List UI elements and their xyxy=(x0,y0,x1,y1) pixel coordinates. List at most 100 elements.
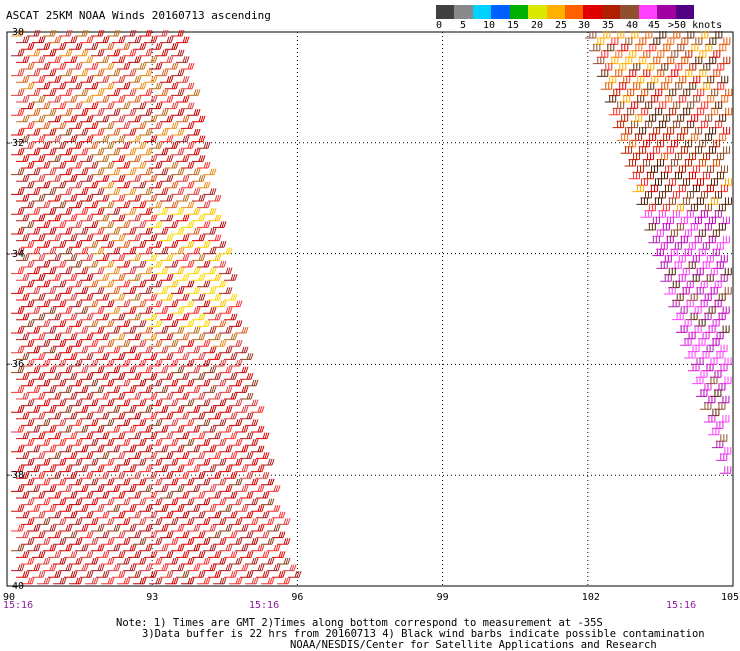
wind-barb xyxy=(96,214,110,222)
wind-barb xyxy=(660,274,672,282)
wind-barb xyxy=(117,320,131,327)
wind-barb xyxy=(107,109,121,116)
wind-barb xyxy=(213,221,227,228)
wind-barb xyxy=(149,161,163,169)
wind-barb xyxy=(75,386,89,393)
wind-barb xyxy=(11,465,25,473)
wind-barb xyxy=(670,171,683,180)
wind-barb xyxy=(37,43,51,50)
wind-barb xyxy=(678,287,690,295)
wind-barb xyxy=(69,518,83,525)
wind-barb xyxy=(652,50,665,58)
wind-barb xyxy=(59,227,73,235)
wind-barb xyxy=(107,188,121,195)
wind-barb xyxy=(678,107,691,116)
wind-barb xyxy=(128,56,142,63)
wind-barb xyxy=(696,280,708,289)
wind-barb xyxy=(96,412,110,420)
wind-barb xyxy=(187,346,201,354)
wind-barb xyxy=(664,287,676,295)
wind-barb xyxy=(187,544,201,552)
wind-barb xyxy=(53,557,67,565)
wind-barb xyxy=(245,379,259,387)
wind-barb xyxy=(21,419,35,426)
wind-barb xyxy=(203,267,217,275)
wind-barb xyxy=(91,168,105,176)
wind-barb xyxy=(187,168,201,176)
wind-barb xyxy=(208,472,222,479)
wind-barb xyxy=(165,122,179,129)
wind-barb xyxy=(48,95,62,103)
wind-barb xyxy=(123,425,137,433)
wind-barb xyxy=(261,518,275,525)
wind-barb xyxy=(32,194,46,202)
wind-barb xyxy=(668,280,680,289)
wind-barb xyxy=(192,155,206,162)
wind-barb xyxy=(32,313,46,321)
wind-barb xyxy=(686,203,698,212)
wind-barb xyxy=(702,344,714,353)
wind-barb xyxy=(240,511,254,519)
wind-barb xyxy=(21,201,35,209)
wind-barb xyxy=(123,287,137,294)
wind-barb xyxy=(704,325,716,333)
wind-barb xyxy=(59,544,73,552)
wind-barb xyxy=(123,247,137,255)
wind-barb xyxy=(91,148,105,156)
wind-barb xyxy=(21,538,35,545)
wind-barb xyxy=(117,439,131,446)
wind-barb xyxy=(662,146,675,154)
wind-barb xyxy=(85,478,99,486)
wind-barb xyxy=(213,577,227,585)
wind-barb xyxy=(133,399,147,407)
wind-barb xyxy=(283,564,297,572)
legend-tick-label: 40 xyxy=(626,20,639,31)
wind-barb xyxy=(704,306,716,314)
wind-barb xyxy=(674,75,687,84)
wind-barb xyxy=(213,399,227,407)
wind-barb xyxy=(53,359,67,367)
wind-barb xyxy=(181,518,195,525)
wind-barb xyxy=(235,366,249,374)
wind-barb xyxy=(85,300,99,308)
wind-barb xyxy=(27,524,41,532)
wind-barb xyxy=(176,491,190,499)
wind-barb xyxy=(64,293,78,301)
wind-barb xyxy=(80,313,94,321)
wind-barb xyxy=(43,564,57,572)
wind-barb xyxy=(197,518,211,525)
wind-barb xyxy=(53,419,67,426)
wind-barb xyxy=(112,432,126,440)
wind-barb xyxy=(696,31,709,39)
wind-barb xyxy=(224,472,238,479)
wind-barb xyxy=(618,95,631,103)
wind-barb xyxy=(43,168,57,176)
wind-barb xyxy=(133,498,147,506)
wind-barb xyxy=(128,175,142,182)
wind-barb xyxy=(171,425,185,433)
wind-barb xyxy=(714,223,726,231)
wind-barb xyxy=(696,299,708,308)
wind-barb xyxy=(128,313,142,321)
wind-barb xyxy=(133,260,147,268)
wind-barb xyxy=(171,307,185,314)
wind-barb xyxy=(69,181,83,189)
longitude-label: 102 xyxy=(581,592,600,603)
wind-barb xyxy=(680,248,692,257)
wind-barb xyxy=(69,419,83,426)
wind-barb xyxy=(139,49,153,57)
wind-barb xyxy=(192,511,206,519)
wind-barb xyxy=(187,445,201,453)
wind-barb xyxy=(155,524,169,532)
legend-swatch xyxy=(491,5,511,19)
wind-barb xyxy=(128,155,142,162)
wind-barb xyxy=(91,29,105,37)
wind-barb xyxy=(192,392,206,400)
wind-barb xyxy=(96,175,110,182)
wind-barb xyxy=(171,326,185,334)
wind-barb xyxy=(155,326,169,334)
wind-barb xyxy=(144,313,158,321)
wind-barb xyxy=(32,254,46,261)
wind-barb xyxy=(101,340,115,347)
wind-barb xyxy=(692,178,704,186)
